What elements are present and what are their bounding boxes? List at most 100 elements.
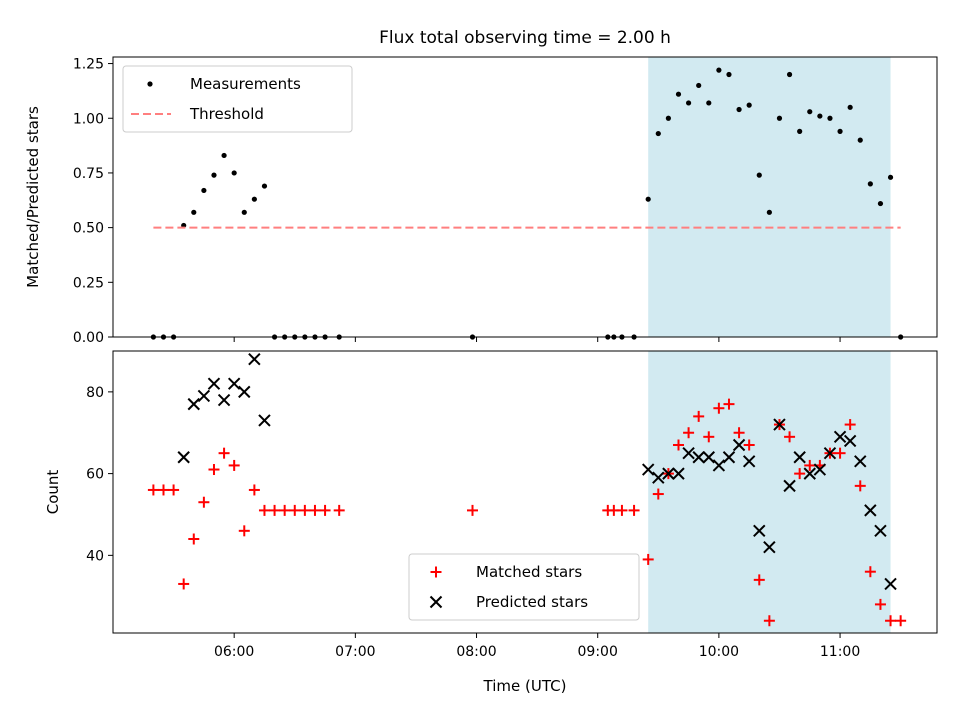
panel2-series1-point-28 — [683, 427, 695, 439]
panel2-series1-point-1 — [157, 484, 169, 496]
panel1-series1-point-44 — [847, 104, 853, 110]
panel2-series1-point-34 — [743, 439, 755, 451]
panel2-series1-point-4 — [188, 533, 200, 545]
panel1-series1-point-10 — [251, 196, 257, 202]
chart-title: Flux total observing time = 2.00 h — [379, 28, 671, 48]
panel2-series2-point-1 — [187, 397, 200, 411]
panel2-series2-point-26 — [813, 463, 827, 476]
panel2-series2-point-5 — [227, 377, 241, 390]
panel2-series2-point-33 — [884, 577, 897, 591]
panel1-legend-label-1: Threshold — [189, 105, 264, 123]
panel1-series1-point-5 — [201, 187, 207, 194]
panel2-legend-swatch-1-b — [429, 595, 443, 609]
panel2-legend-label-0: Matched stars — [476, 563, 582, 581]
panel2-series1-point-17 — [319, 504, 331, 516]
panel2-legend — [408, 553, 640, 621]
panel2-series2-point-5-b — [227, 377, 241, 390]
panel2-series1-point-49 — [895, 615, 907, 627]
panel2-series1-point-19 — [466, 504, 478, 516]
panel2-series2-point-17-b — [722, 451, 736, 464]
panel2-series1-point-40 — [804, 459, 816, 471]
panel1-legend — [122, 65, 353, 133]
panel1-series1-point-40 — [807, 109, 813, 115]
panel2-series2-point-10-b — [652, 471, 665, 484]
panel2-series1-point-22 — [616, 504, 628, 516]
panel2-series2-point-21 — [763, 540, 776, 554]
panel2-series2-point-19 — [742, 455, 756, 468]
panel1-frame — [112, 56, 938, 338]
panel2-series1-point-46 — [864, 566, 876, 578]
panel2-series2-point-33-b — [884, 577, 897, 591]
panel2-series2-point-14-b — [692, 451, 705, 464]
panel2-series2-point-29 — [843, 434, 857, 448]
panel2-series2-point-14 — [692, 451, 705, 464]
panel2-series2-point-27-b — [823, 446, 837, 460]
panel2-series1-point-27 — [672, 439, 684, 451]
panel2-series1-point-5 — [198, 496, 210, 508]
panel2-series1-point-43 — [834, 447, 846, 459]
panel2-xlabel: Time (UTC) — [483, 677, 567, 695]
panel1-observing-span — [648, 57, 891, 337]
panel2-series2-point-16 — [712, 459, 726, 472]
panel1-series1-point-26 — [665, 115, 671, 121]
panel1-series1-point-36 — [766, 209, 772, 215]
panel2-ylabel: Count — [44, 470, 62, 515]
panel2-series1-point-36 — [763, 615, 775, 627]
panel2-series2-point-24-b — [793, 451, 806, 464]
panel1-ytick-label-4: 1.00 — [73, 111, 104, 127]
panel1-series1-point-39 — [797, 128, 803, 134]
panel2-series2-point-20 — [753, 524, 766, 538]
panel1-ytick-label-2: 0.50 — [73, 221, 104, 237]
panel2-series1-point-15 — [299, 504, 311, 516]
panel2-series2-point-15-b — [702, 451, 715, 464]
panel2-series2-point-3-b — [207, 377, 221, 390]
panel2-ytick-label-2: 80 — [86, 385, 104, 401]
panel2-series2-point-30 — [854, 455, 867, 468]
panel1-ytick-label-3: 0.75 — [73, 166, 104, 182]
panel2-series1-point-25 — [652, 488, 664, 500]
panel2-series2-point-11 — [662, 467, 675, 480]
panel2-xtick-label-2: 08:00 — [456, 644, 496, 660]
panel1-series1-point-43 — [837, 128, 843, 134]
panel1-ytick-label-0: 0.00 — [73, 330, 104, 346]
panel1-series1-point-37 — [776, 115, 783, 121]
panel2-series1-point-11 — [258, 504, 270, 516]
panel2-series1-point-2 — [168, 484, 180, 496]
panel2-series1-point-8 — [228, 459, 240, 471]
panel2-series1-point-0 — [147, 484, 159, 496]
panel2-series2-point-1-b — [187, 397, 200, 411]
panel1-series1-point-30 — [706, 100, 712, 106]
panel2-series2-point-29-b — [843, 434, 857, 448]
panel2-series2-point-22-b — [773, 418, 786, 431]
panel2-series2-point-23-b — [783, 479, 796, 493]
panel2-series1-point-3 — [178, 578, 190, 590]
panel2-series1-point-48 — [885, 615, 897, 627]
panel1-series1-point-31 — [716, 67, 722, 73]
panel2-series1-point-16 — [309, 504, 321, 516]
panel1-legend-swatch-0 — [147, 81, 153, 87]
panel2-series2-point-9-b — [641, 463, 655, 476]
panel2-series2-point-2 — [197, 389, 211, 403]
panel2-series1-point-45 — [854, 480, 866, 492]
panel1-series1-point-48 — [887, 174, 894, 180]
panel2-ytick-label-1: 60 — [86, 467, 104, 483]
panel2-series1-point-47 — [874, 598, 886, 610]
panel2-series2-point-16-b — [712, 459, 726, 472]
panel2-ytick-label-0: 40 — [86, 548, 104, 564]
panel2-legend-swatch-0 — [430, 566, 442, 578]
panel1-series1-point-9 — [241, 209, 247, 215]
panel1-series1-point-28 — [685, 100, 692, 106]
panel2-series1-point-18 — [333, 504, 345, 516]
panel1-series1-point-46 — [867, 181, 873, 187]
panel2-series2-point-13 — [682, 446, 695, 460]
panel2-series1-point-33 — [733, 427, 745, 439]
panel2-series1-point-30 — [703, 431, 715, 443]
panel1-ytick-label-5: 1.25 — [73, 57, 104, 73]
panel1-series1-point-32 — [726, 71, 732, 78]
panel2-series2-point-12-b — [672, 467, 685, 480]
panel2-series2-point-0 — [177, 451, 190, 464]
panel2-series2-point-19-b — [742, 455, 756, 468]
panel1-series1-point-29 — [696, 82, 702, 89]
panel1-series1-point-7 — [221, 152, 227, 159]
panel1-series1-point-6 — [211, 172, 217, 178]
